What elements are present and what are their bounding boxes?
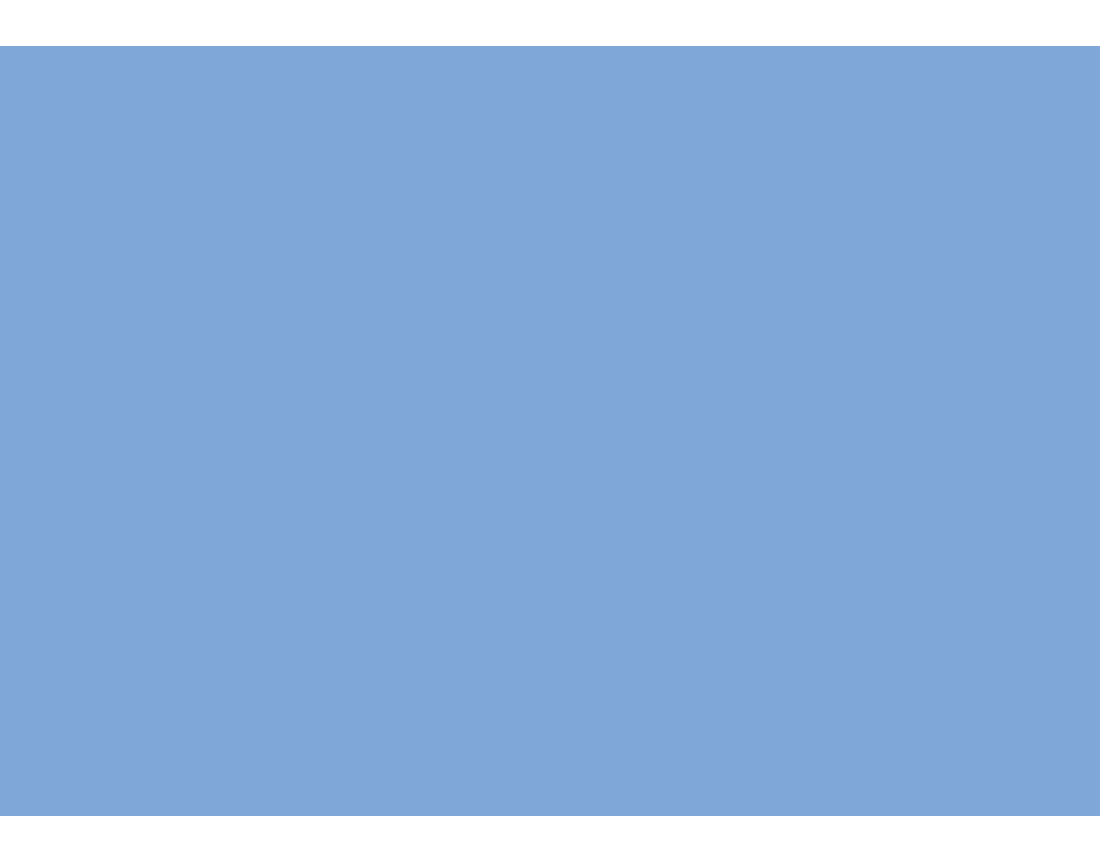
colorbar-gradient	[12, 835, 1088, 848]
temperature-raster	[0, 46, 1100, 816]
point-value-labels	[0, 46, 1100, 816]
colorbar[interactable]	[0, 816, 1100, 850]
colorbar-ticks	[0, 816, 1100, 834]
map-header	[0, 0, 1100, 46]
weather-map[interactable]	[0, 46, 1100, 816]
